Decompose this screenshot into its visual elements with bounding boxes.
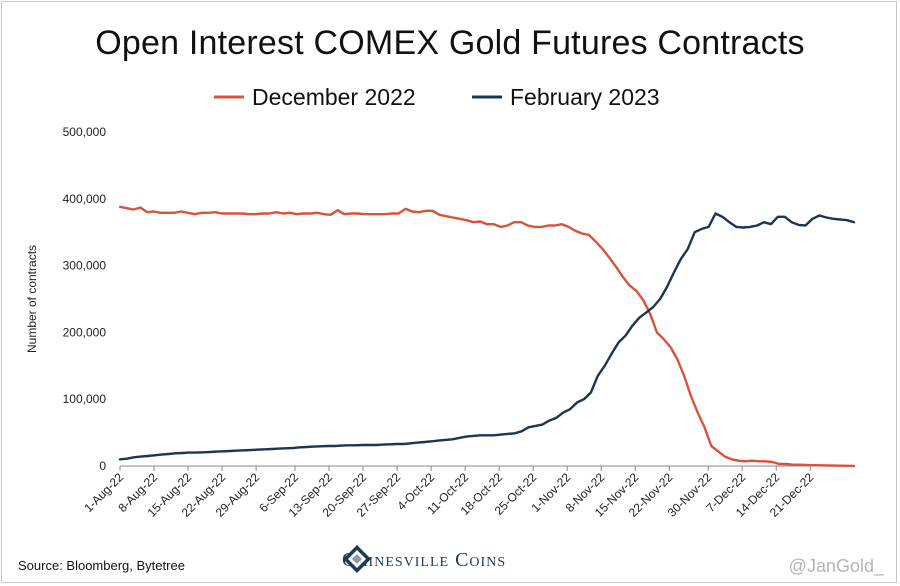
series-line-december-2022 xyxy=(118,205,856,468)
brand-logo: Gainesville Coins xyxy=(342,544,506,576)
legend-label-february-2023: February 2023 xyxy=(510,84,660,110)
y-tick-label: 200,000 xyxy=(63,325,107,339)
legend-label-december-2022: December 2022 xyxy=(252,84,416,110)
y-tick-label: 100,000 xyxy=(63,392,107,406)
y-tick-label: 0 xyxy=(99,459,106,473)
y-tick-label: 500,000 xyxy=(63,125,107,139)
y-axis-label: Number of contracts xyxy=(25,245,39,353)
author-handle: @JanGold_ xyxy=(788,556,884,576)
y-tick-label: 400,000 xyxy=(63,192,107,206)
brand-name: Gainesville Coins xyxy=(342,548,507,571)
legend: December 2022 February 2023 xyxy=(214,84,660,110)
series-lines xyxy=(118,205,856,468)
series-line-february-2023 xyxy=(118,212,856,461)
chart-title: Open Interest COMEX Gold Futures Contrac… xyxy=(95,24,805,62)
y-axis: 0 100,000 200,000 300,000 400,000 500,000 Numb… xyxy=(25,125,106,473)
y-tick-label: 300,000 xyxy=(63,259,107,273)
x-axis: 1-Aug-228-Aug-2215-Aug-2222-Aug-2229-Aug… xyxy=(81,465,854,520)
source-note: Source: Bloomberg, Bytetree xyxy=(18,558,185,573)
gainesville-coins-icon xyxy=(343,545,371,573)
